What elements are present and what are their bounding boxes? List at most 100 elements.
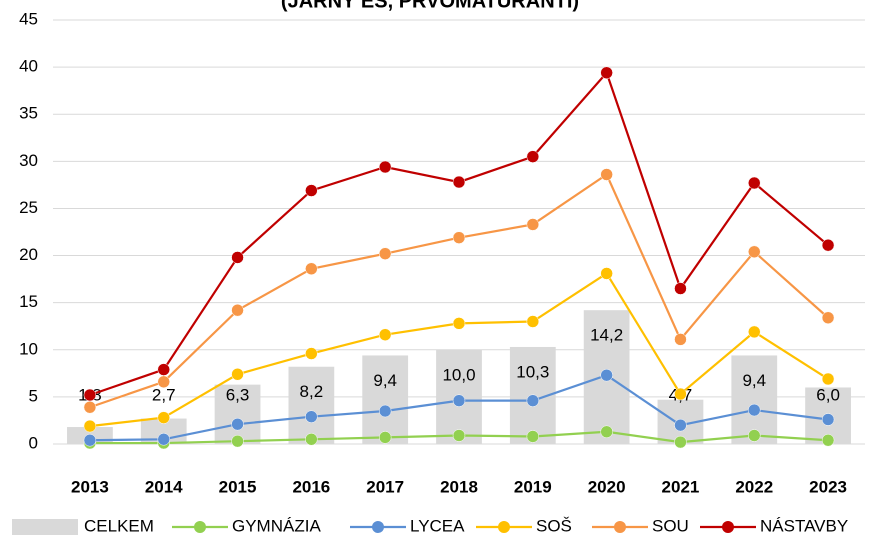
point <box>157 363 170 376</box>
point <box>821 433 835 447</box>
point <box>748 176 761 190</box>
point <box>600 66 613 80</box>
x-tick-label: 2015 <box>219 477 257 496</box>
legend-swatch <box>722 521 734 533</box>
bar <box>731 355 778 444</box>
point <box>305 184 318 197</box>
bar <box>362 355 409 444</box>
y-tick-label: 0 <box>29 433 38 452</box>
point <box>674 387 687 401</box>
x-tick-label: 2016 <box>292 477 330 496</box>
y-tick-label: 30 <box>19 151 38 170</box>
data-label: 8,2 <box>300 382 324 401</box>
point <box>748 325 761 339</box>
y-tick-label: 5 <box>29 386 38 405</box>
point <box>452 175 466 189</box>
point <box>305 433 318 446</box>
point <box>83 419 97 433</box>
point <box>452 394 466 407</box>
point <box>600 425 613 439</box>
x-tick-label: 2017 <box>366 477 404 496</box>
point <box>748 403 761 417</box>
x-tick-label: 2018 <box>440 477 478 496</box>
legend-label: CELKEM <box>84 516 154 535</box>
point <box>305 262 318 275</box>
point <box>378 328 392 341</box>
point <box>821 238 835 252</box>
point <box>157 433 170 446</box>
y-tick-label: 40 <box>19 57 38 76</box>
point <box>378 247 392 260</box>
x-tick-label: 2021 <box>662 477 700 496</box>
point <box>600 368 613 382</box>
x-tick-label: 2022 <box>735 477 773 496</box>
legend-swatch <box>498 521 510 533</box>
legend-label: SOŠ <box>536 516 572 535</box>
data-label: 9,4 <box>373 371 397 390</box>
x-tick-label: 2013 <box>71 477 109 496</box>
point <box>83 401 97 414</box>
y-tick-label: 20 <box>19 245 38 264</box>
point <box>231 303 244 317</box>
data-label: 6,3 <box>226 385 250 404</box>
chart-title: (JARNÝ ES, PRVOMATURANTI) <box>281 0 579 12</box>
legend-label: NÁSTAVBY <box>760 516 848 535</box>
data-label: 6,0 <box>816 385 840 404</box>
point <box>526 394 540 407</box>
point <box>231 417 244 431</box>
y-tick-label: 15 <box>19 292 38 311</box>
point <box>378 431 392 444</box>
x-tick-label: 2019 <box>514 477 552 496</box>
x-tick-label: 2014 <box>145 477 183 496</box>
point <box>305 347 318 360</box>
point <box>821 372 835 386</box>
data-label: 9,4 <box>742 371 766 390</box>
point <box>305 410 318 423</box>
point <box>526 315 540 328</box>
point <box>526 430 540 443</box>
legend-label: GYMNÁZIA <box>232 516 321 535</box>
point <box>748 429 761 442</box>
point <box>748 245 761 259</box>
bar <box>214 384 261 444</box>
point <box>526 150 540 163</box>
point <box>231 368 244 381</box>
y-tick-label: 25 <box>19 198 38 217</box>
point <box>526 218 540 231</box>
legend-swatch <box>12 519 78 535</box>
legend-swatch <box>372 521 384 533</box>
point <box>821 413 835 426</box>
point <box>83 388 97 402</box>
point <box>600 168 613 181</box>
legend-label: SOU <box>652 516 689 535</box>
data-label: 10,3 <box>516 362 549 381</box>
point <box>452 317 466 330</box>
y-tick-label: 45 <box>19 9 38 28</box>
point <box>821 311 835 324</box>
point <box>378 404 392 418</box>
legend-swatch <box>614 521 626 533</box>
point <box>231 251 244 264</box>
point <box>600 267 613 280</box>
x-tick-label: 2020 <box>588 477 626 496</box>
point <box>231 434 244 448</box>
data-label: 10,0 <box>442 365 475 384</box>
point <box>157 411 170 424</box>
legend-label: LYCEA <box>410 516 465 535</box>
point <box>674 333 687 346</box>
point <box>674 282 687 295</box>
y-tick-label: 10 <box>19 339 38 358</box>
legend-swatch <box>194 521 206 533</box>
y-tick-label: 35 <box>19 104 38 123</box>
data-label: 14,2 <box>590 326 623 345</box>
point <box>674 418 687 432</box>
point <box>378 160 392 174</box>
point <box>83 433 97 447</box>
x-tick-label: 2023 <box>809 477 847 496</box>
point <box>452 429 466 442</box>
point <box>674 435 687 449</box>
data-label: 2,7 <box>152 385 176 404</box>
point <box>157 375 170 389</box>
